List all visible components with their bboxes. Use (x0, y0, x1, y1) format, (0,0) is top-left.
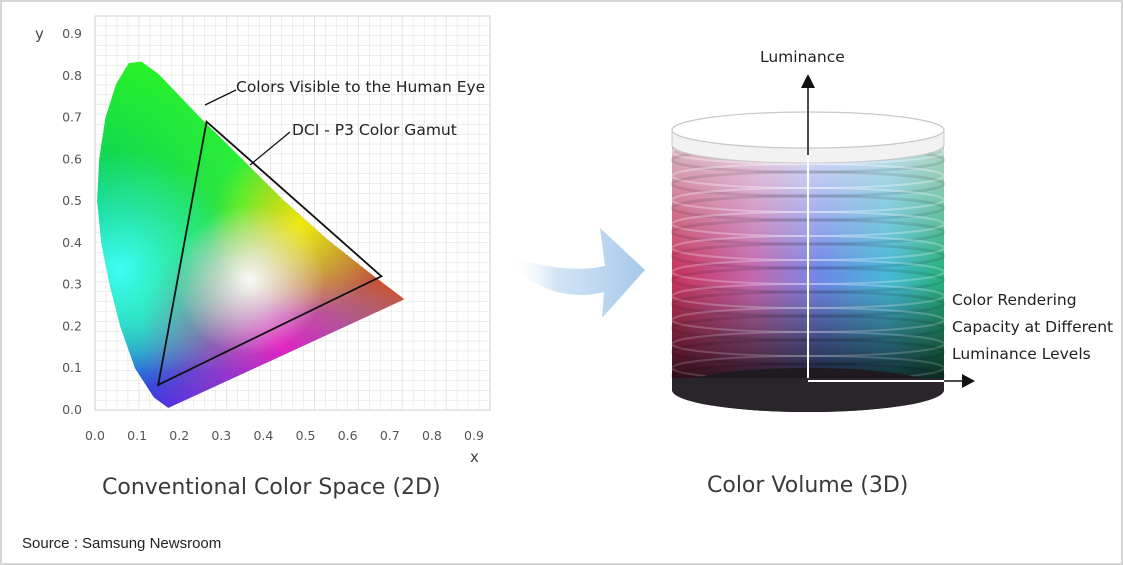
transition-arrow-icon (510, 228, 645, 318)
y-tick-label: 0.6 (62, 151, 82, 166)
x-tick-label: 0.7 (380, 428, 400, 443)
x-tick-label: 0.4 (253, 428, 273, 443)
y-tick-label: 0.9 (62, 26, 82, 41)
plot-area-frame (94, 15, 491, 411)
source-credit: Source : Samsung Newsroom (22, 535, 222, 552)
x-tick-label: 0.0 (85, 428, 105, 443)
x-tick-label: 0.1 (127, 428, 147, 443)
chromaticity-chart: 0.0 0.1 0.2 0.3 0.4 0.5 0.6 0.7 0.8 0.9 0.0 0.1 0.2… (35, 15, 491, 466)
y-tick-label: 0.1 (62, 360, 82, 375)
caption-2d: Conventional Color Space (2D) (102, 475, 441, 500)
y-axis-label: y (35, 25, 44, 43)
x-tick-label: 0.3 (211, 428, 231, 443)
y-tick-label: 0.8 (62, 68, 82, 83)
color-volume-cylinder (670, 74, 975, 412)
visible-colors-leader-line (204, 89, 237, 106)
x-tick-label: 0.8 (422, 428, 442, 443)
dci-p3-gamut-triangle (156, 119, 384, 387)
rendering-label-line1: Color Rendering (952, 291, 1077, 309)
y-tick-label: 0.3 (62, 277, 82, 292)
x-tick-label: 0.5 (296, 428, 316, 443)
y-tick-label: 0.7 (62, 110, 82, 125)
y-tick-label: 0.0 (62, 402, 82, 417)
rendering-label-line3: Luminance Levels (952, 345, 1091, 363)
y-tick-label: 0.5 (62, 193, 82, 208)
color-axis-arrow-head (962, 374, 975, 388)
x-axis-label: x (470, 448, 479, 466)
dci-p3-leader-line (249, 131, 291, 166)
y-tick-label: 0.4 (62, 235, 82, 250)
luminance-arrow-head (801, 74, 815, 88)
x-tick-label: 0.6 (338, 428, 358, 443)
caption-3d: Color Volume (3D) (707, 473, 909, 498)
luminance-label: Luminance (760, 48, 845, 66)
rendering-label-line2: Capacity at Different (952, 318, 1114, 336)
x-tick-label: 0.9 (464, 428, 484, 443)
y-tick-label: 0.2 (62, 318, 82, 333)
spectral-locus-fill (97, 61, 405, 408)
x-tick-label: 0.2 (169, 428, 189, 443)
x-tick-labels: 0.0 0.1 0.2 0.3 0.4 0.5 0.6 0.7 0.8 0.9 (85, 428, 484, 443)
visible-colors-label: Colors Visible to the Human Eye (236, 78, 486, 96)
dci-p3-label: DCI - P3 Color Gamut (292, 121, 457, 139)
y-tick-labels: 0.0 0.1 0.2 0.3 0.4 0.5 0.6 0.7 0.8 0.9 (62, 26, 82, 417)
